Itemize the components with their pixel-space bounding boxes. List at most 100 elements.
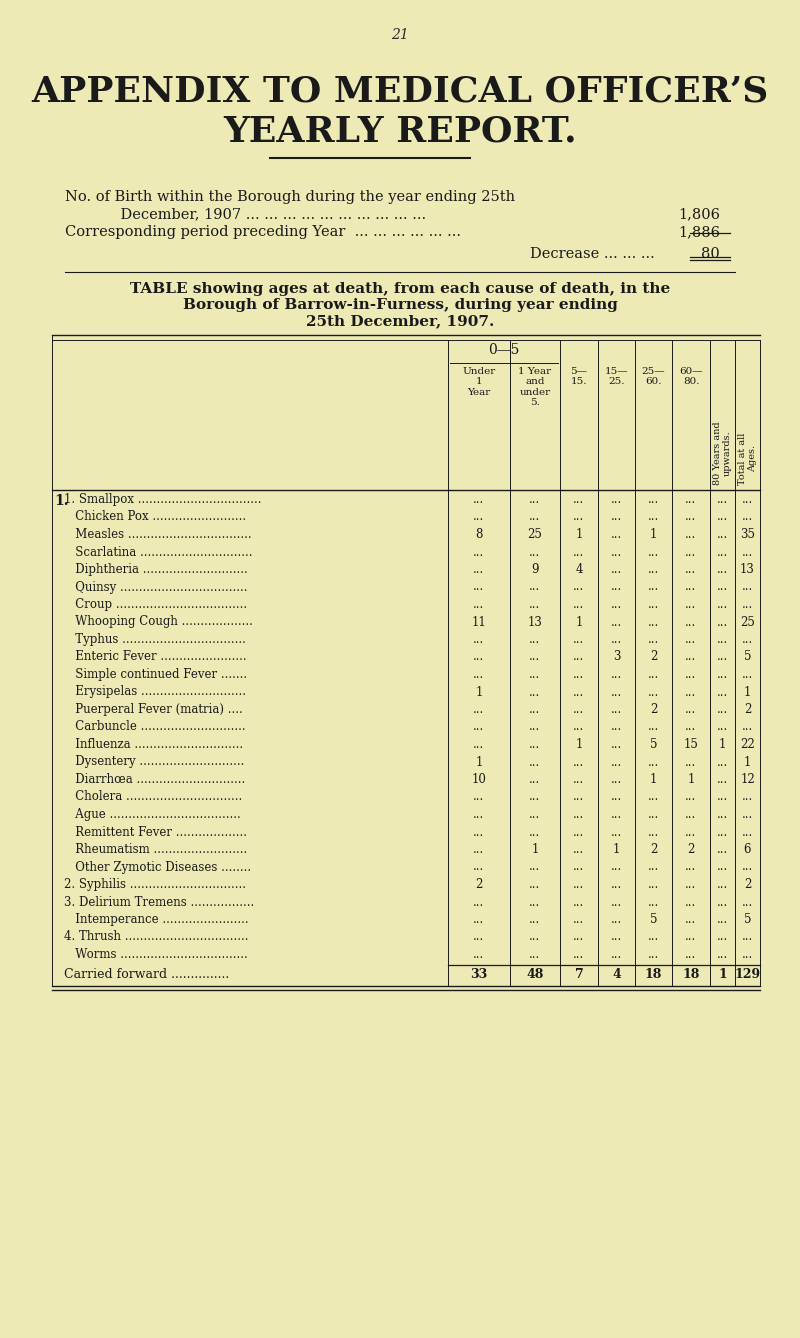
Text: ...: ...: [574, 791, 585, 804]
Text: ...: ...: [611, 808, 622, 822]
Text: ...: ...: [717, 546, 728, 558]
Text: ...: ...: [530, 756, 541, 768]
Text: ...: ...: [574, 702, 585, 716]
Text: ...: ...: [686, 685, 697, 698]
Text: ...: ...: [717, 826, 728, 839]
Text: ...: ...: [648, 826, 659, 839]
Text: 15—
25.: 15— 25.: [605, 367, 628, 387]
Text: ...: ...: [611, 668, 622, 681]
Text: ...: ...: [611, 773, 622, 785]
Text: Puerperal Fever (matria) ....: Puerperal Fever (matria) ....: [64, 702, 242, 716]
Text: ...: ...: [611, 791, 622, 804]
Text: ...: ...: [574, 756, 585, 768]
Text: ...: ...: [574, 913, 585, 926]
Text: ...: ...: [611, 598, 622, 611]
Text: ...: ...: [474, 949, 485, 961]
Text: ...: ...: [742, 492, 753, 506]
Text: Under
1
Year: Under 1 Year: [462, 367, 496, 397]
Text: ...: ...: [611, 633, 622, 646]
Text: ...: ...: [530, 546, 541, 558]
Text: ...: ...: [530, 650, 541, 664]
Text: ...: ...: [742, 895, 753, 909]
Text: ...: ...: [530, 773, 541, 785]
Text: ...: ...: [648, 511, 659, 523]
Text: 5: 5: [650, 913, 658, 926]
Text: ...: ...: [611, 492, 622, 506]
Text: ...: ...: [611, 949, 622, 961]
Text: ...: ...: [574, 930, 585, 943]
Text: ...: ...: [530, 808, 541, 822]
Text: Carried forward ...............: Carried forward ...............: [64, 967, 230, 981]
Text: 4: 4: [575, 563, 582, 575]
Text: ...: ...: [648, 930, 659, 943]
Text: ...: ...: [686, 860, 697, 874]
Text: ...: ...: [717, 685, 728, 698]
Text: ...: ...: [648, 720, 659, 733]
Text: ...: ...: [686, 878, 697, 891]
Text: ...: ...: [530, 702, 541, 716]
Text: 33: 33: [470, 967, 488, 981]
Text: ...: ...: [530, 685, 541, 698]
Text: ...: ...: [717, 650, 728, 664]
Text: ...: ...: [574, 949, 585, 961]
Text: 4: 4: [612, 967, 621, 981]
Text: 2: 2: [475, 878, 482, 891]
Text: ...: ...: [717, 791, 728, 804]
Text: ...: ...: [530, 895, 541, 909]
Text: ...: ...: [574, 685, 585, 698]
Text: ...: ...: [686, 511, 697, 523]
Text: Corresponding period preceding Year  ... ... ... ... ... ...: Corresponding period preceding Year ... …: [65, 225, 461, 240]
Text: 1.: 1.: [54, 494, 69, 508]
Text: 18: 18: [682, 967, 700, 981]
Text: ...: ...: [530, 598, 541, 611]
Text: Ague ...................................: Ague ...................................: [64, 808, 241, 822]
Text: ...: ...: [686, 913, 697, 926]
Text: ...: ...: [742, 860, 753, 874]
Text: ...: ...: [474, 598, 485, 611]
Text: 25: 25: [740, 615, 755, 629]
Text: ...: ...: [574, 878, 585, 891]
Text: 1: 1: [650, 529, 657, 541]
Text: ...: ...: [611, 511, 622, 523]
Text: 18: 18: [645, 967, 662, 981]
Text: ...: ...: [611, 860, 622, 874]
Text: ...: ...: [574, 492, 585, 506]
Text: Worms ..................................: Worms ..................................: [64, 949, 248, 961]
Text: Influenza .............................: Influenza .............................: [64, 739, 243, 751]
Text: ...: ...: [474, 739, 485, 751]
Text: Borough of Barrow-in-Furness, during year ending: Borough of Barrow-in-Furness, during yea…: [182, 298, 618, 312]
Text: ...: ...: [717, 773, 728, 785]
Text: APPENDIX TO MEDICAL OFFICER’S: APPENDIX TO MEDICAL OFFICER’S: [31, 75, 769, 108]
Text: ...: ...: [530, 581, 541, 594]
Text: ...: ...: [742, 633, 753, 646]
Text: ...: ...: [686, 949, 697, 961]
Text: ...: ...: [648, 615, 659, 629]
Text: 1: 1: [575, 615, 582, 629]
Text: ...: ...: [686, 563, 697, 575]
Text: ...: ...: [530, 878, 541, 891]
Text: Dysentery ............................: Dysentery ............................: [64, 756, 244, 768]
Text: ...: ...: [611, 615, 622, 629]
Text: Croup ...................................: Croup ..................................…: [64, 598, 247, 611]
Text: 3: 3: [613, 650, 620, 664]
Text: 80: 80: [702, 248, 720, 261]
Text: 1: 1: [475, 756, 482, 768]
Text: ...: ...: [648, 895, 659, 909]
Text: 60—
80.: 60— 80.: [679, 367, 703, 387]
Text: 5: 5: [650, 739, 658, 751]
Text: ...: ...: [686, 546, 697, 558]
Text: No. of Birth within the Borough during the year ending 25th: No. of Birth within the Borough during t…: [65, 190, 515, 203]
Text: ...: ...: [742, 668, 753, 681]
Text: ...: ...: [686, 791, 697, 804]
Text: ...: ...: [530, 949, 541, 961]
Text: ...: ...: [530, 739, 541, 751]
Text: ...: ...: [474, 791, 485, 804]
Text: December, 1907 ... ... ... ... ... ... ... ... ... ...: December, 1907 ... ... ... ... ... ... .…: [65, 207, 426, 221]
Text: 80 Years and
upwards.: 80 Years and upwards.: [713, 421, 732, 484]
Text: 35: 35: [740, 529, 755, 541]
Text: ...: ...: [686, 492, 697, 506]
Text: ...: ...: [574, 546, 585, 558]
Text: 129: 129: [734, 967, 761, 981]
Text: ...: ...: [717, 808, 728, 822]
Text: Measles .................................: Measles ................................…: [64, 529, 252, 541]
